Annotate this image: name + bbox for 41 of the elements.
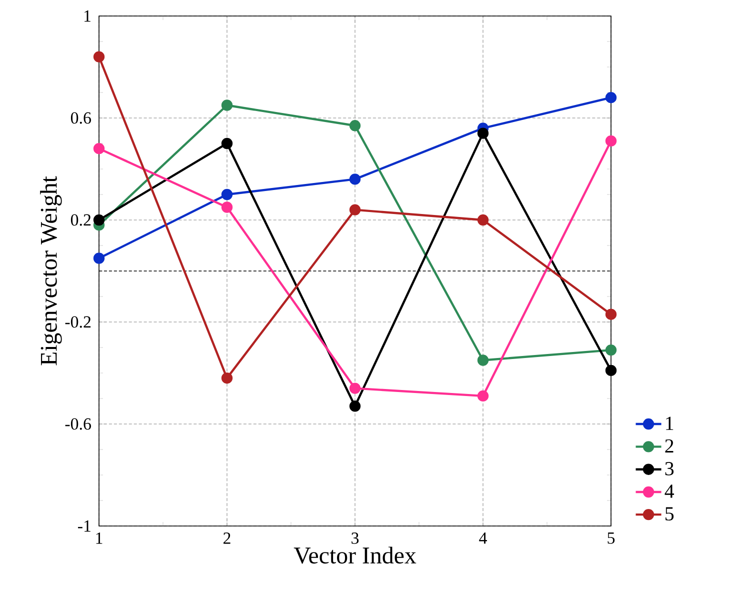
point: [93, 143, 105, 154]
point: [605, 92, 617, 104]
point: [221, 138, 233, 150]
point: [477, 214, 489, 226]
point: [349, 174, 361, 185]
point: [221, 100, 233, 111]
point: [221, 188, 233, 200]
point: [349, 382, 361, 394]
point: [477, 128, 489, 139]
point: [93, 252, 105, 264]
point: [349, 204, 361, 216]
point: [221, 372, 233, 384]
point: [605, 135, 617, 147]
legend-label: 2: [665, 439, 674, 453]
y-tick-label: 0.2: [70, 214, 91, 226]
x-tick-label: 4: [479, 532, 487, 544]
point: [477, 354, 489, 366]
x-tick-label: 3: [352, 532, 359, 544]
x-tick-label: 2: [224, 532, 230, 544]
point: [349, 400, 361, 412]
legend-label: 5: [666, 507, 674, 521]
point: [477, 390, 489, 402]
legend-label: 3: [665, 462, 674, 476]
x-tick-label: 1: [96, 532, 102, 544]
y-tick-label: -1: [78, 520, 90, 532]
point: [221, 202, 233, 213]
y-axis-title: Eigenvector Weight: [40, 176, 62, 366]
point: [605, 344, 617, 356]
point: [93, 214, 105, 226]
y-tick-label: 1: [84, 10, 90, 22]
point: [349, 120, 361, 132]
point: [93, 51, 105, 62]
point: [605, 364, 617, 376]
y-tick-label: -0.2: [65, 316, 91, 328]
legend-label: 1: [666, 416, 674, 430]
y-tick-label: 0.6: [70, 112, 91, 124]
x-tick-label: 5: [608, 532, 615, 544]
x-axis-title: Vector Index: [294, 546, 416, 564]
point: [605, 308, 617, 320]
y-tick-label: -0.6: [65, 418, 91, 430]
legend-label: 4: [664, 484, 674, 498]
